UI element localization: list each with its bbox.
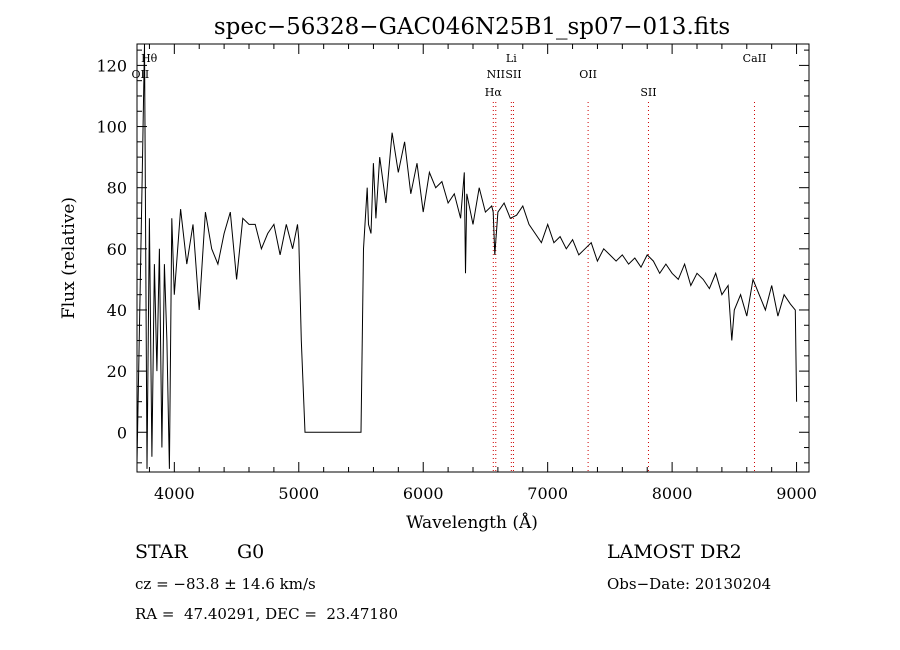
spectral-line-label: SII [640, 86, 656, 99]
spectral-line-label: CaII [743, 52, 767, 65]
survey-name: LAMOST DR2 [607, 541, 742, 563]
coordinates: RA = 47.40291, DEC = 23.47180 [135, 605, 399, 623]
y-tick-label: 0 [117, 423, 127, 442]
spectral-line-label: Li [506, 52, 517, 65]
y-tick-label: 60 [107, 240, 127, 259]
axis-ticks: 4000 5000 6000 7000 8000 9000 0 20 40 60 80 100 120 [96, 44, 817, 503]
x-axis-label: Wavelength (Å) [406, 512, 538, 533]
spectral-line-label: NII [487, 68, 505, 81]
spectral-line-label: Hα [485, 86, 503, 99]
y-tick-label: 40 [107, 301, 127, 320]
y-tick-label: 20 [107, 362, 127, 381]
x-tick-label: 5000 [278, 484, 319, 503]
spectral-subclass: G0 [237, 541, 265, 563]
y-tick-label: 120 [96, 56, 127, 75]
x-tick-label: 6000 [403, 484, 444, 503]
y-tick-label: 100 [96, 118, 127, 137]
spectral-line-label: Hθ [141, 52, 158, 65]
chart-title: spec−56328−GAC046N25B1_sp07−013.fits [214, 14, 730, 40]
redshift-text: cz = −83.8 ± 14.6 km/s [135, 575, 316, 593]
spectral-line-label: SII [505, 68, 521, 81]
x-tick-label: 9000 [776, 484, 817, 503]
spectral-line-label: OII [132, 68, 150, 81]
object-class: STAR [135, 541, 188, 563]
spectral-line-label: OII [579, 68, 597, 81]
x-tick-label: 7000 [527, 484, 568, 503]
y-axis-label: Flux (relative) [59, 197, 79, 319]
flux-series-line [136, 43, 798, 469]
y-tick-label: 80 [107, 179, 127, 198]
obs-date: Obs−Date: 20130204 [607, 575, 772, 593]
x-tick-label: 8000 [652, 484, 693, 503]
x-tick-label: 4000 [154, 484, 195, 503]
plot-frame [136, 43, 810, 473]
